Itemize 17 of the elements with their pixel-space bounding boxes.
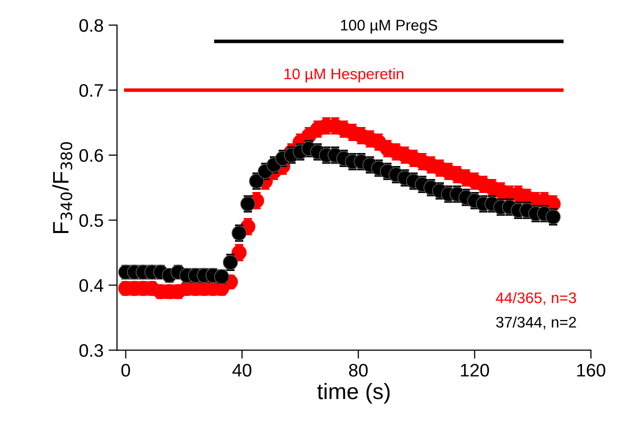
y-tick-label: 0.7 (79, 84, 103, 97)
x-tick-label: 160 (577, 364, 606, 377)
y-tick-label: 0.5 (79, 214, 104, 227)
text: 37/344, n=2 (496, 316, 576, 330)
x-tick-label: 120 (460, 364, 489, 377)
y-tick-label: 0.3 (79, 344, 104, 357)
text: 44/365, n=3 (496, 292, 576, 306)
y-tick-label: 0.4 (79, 279, 104, 292)
x-tick-label: 80 (349, 364, 368, 377)
annotation: 10 µM Hesperetin (284, 68, 404, 82)
y-axis-title: F$_{340}$/F$_{380}$ (52, 142, 72, 234)
y-tick-label: 0.8 (79, 19, 104, 32)
annotation: 100 µM PregS (341, 20, 438, 34)
x-axis-title: time (s) (317, 382, 390, 404)
x-tick-label: 0 (121, 364, 130, 377)
x-tick-label: 40 (232, 364, 252, 377)
y-tick-label: 0.6 (79, 149, 104, 162)
